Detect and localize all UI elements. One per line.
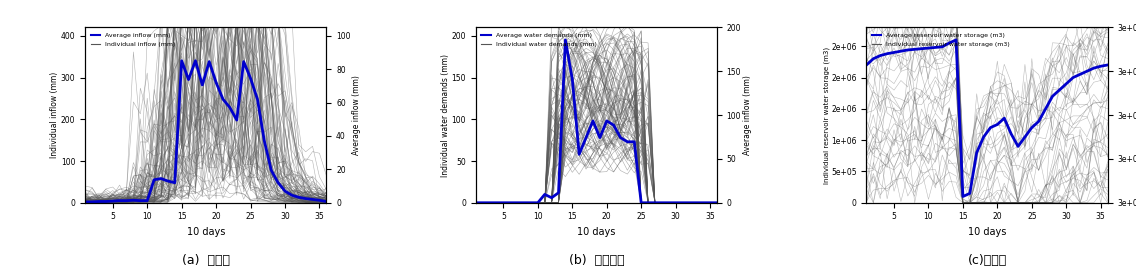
X-axis label: 10 days: 10 days <box>186 227 225 237</box>
Y-axis label: Individual reservoir water storage (m3): Individual reservoir water storage (m3) <box>824 47 829 184</box>
Y-axis label: Average inflow (mm): Average inflow (mm) <box>743 75 752 155</box>
Text: (b)  필요수량: (b) 필요수량 <box>569 254 624 267</box>
Y-axis label: Individual inflow (mm): Individual inflow (mm) <box>50 72 59 158</box>
Legend: Average reservoir water storage (m3), Individual reservoir water storage (m3): Average reservoir water storage (m3), In… <box>869 30 1012 49</box>
X-axis label: 10 days: 10 days <box>577 227 616 237</box>
Text: (a)  유입량: (a) 유입량 <box>182 254 229 267</box>
Y-axis label: Average inflow (mm): Average inflow (mm) <box>352 75 361 155</box>
X-axis label: 10 days: 10 days <box>968 227 1006 237</box>
Legend: Average water demands (mm), Individual water demands (mm): Average water demands (mm), Individual w… <box>479 30 599 49</box>
Text: (c)저수량: (c)저수량 <box>968 254 1006 267</box>
Y-axis label: Individual water demands (mm): Individual water demands (mm) <box>441 54 450 176</box>
Legend: Average inflow (mm), Individual inflow (mm): Average inflow (mm), Individual inflow (… <box>89 30 178 49</box>
